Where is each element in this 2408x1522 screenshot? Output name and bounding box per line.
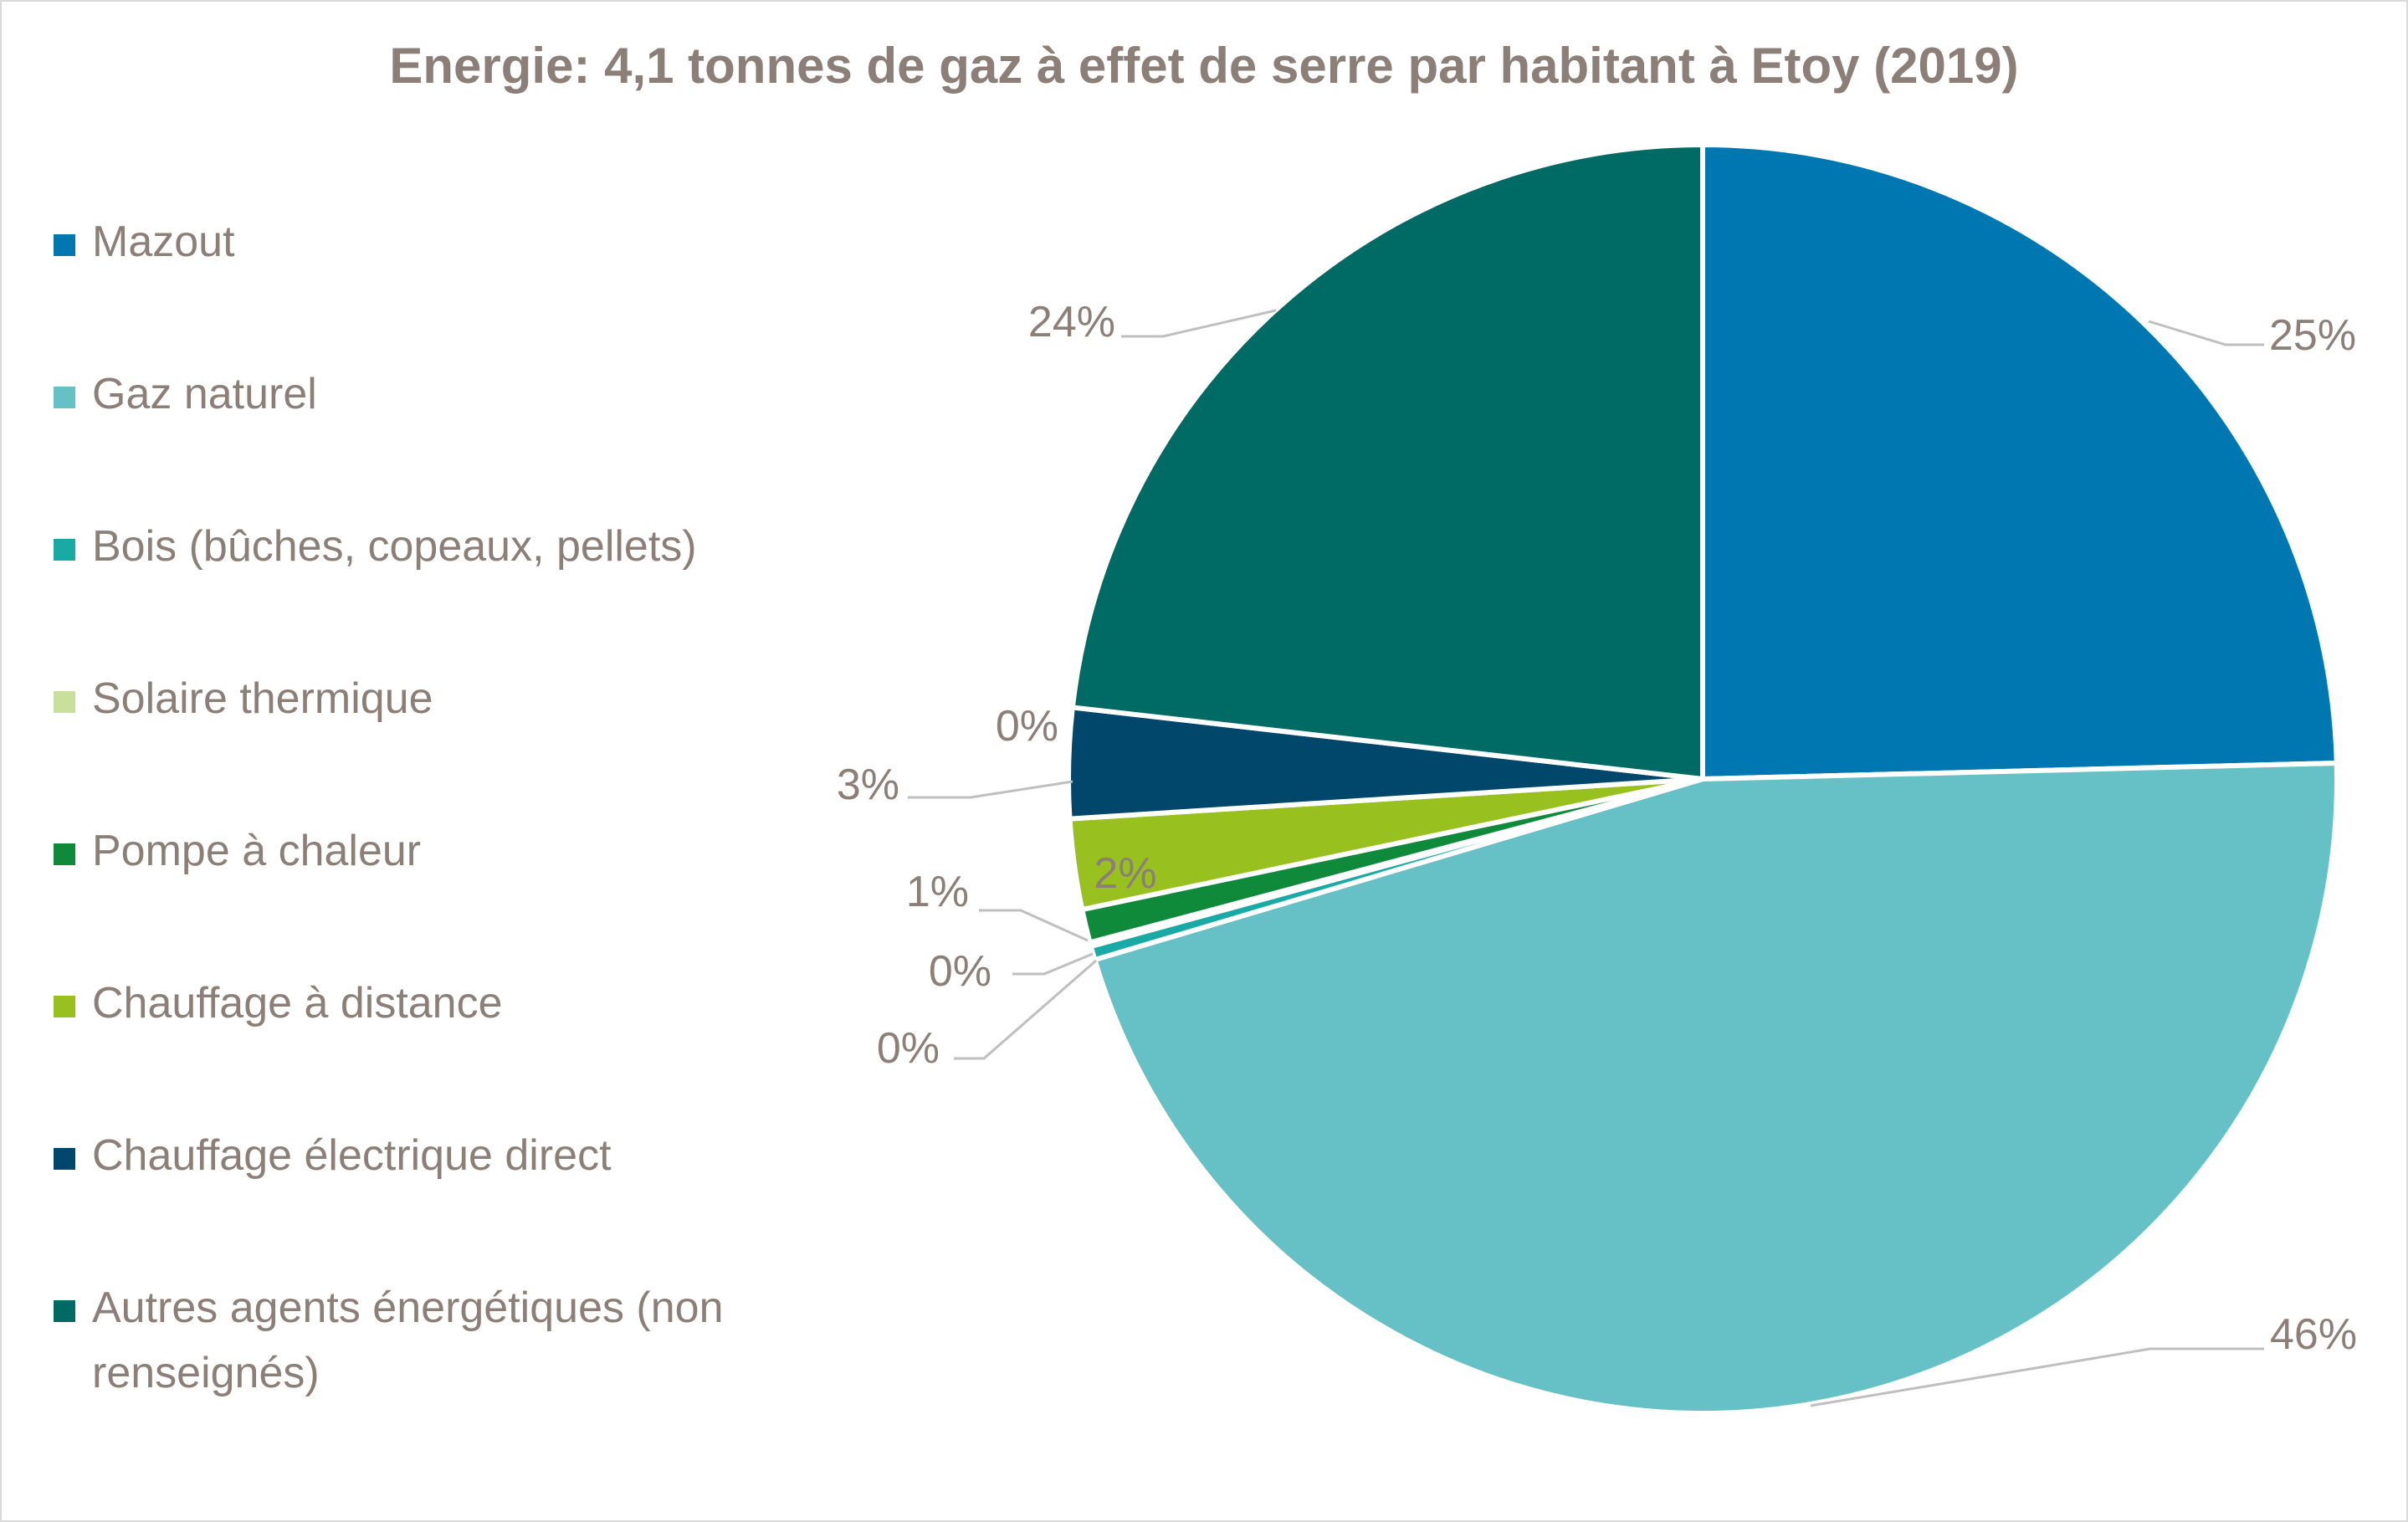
- chart-title: Energie: 4,1 tonnes de gaz à effet de se…: [389, 38, 2019, 94]
- legend-swatch: [54, 843, 75, 865]
- legend-swatch: [54, 691, 75, 713]
- data-label-8: 24%: [1028, 298, 1115, 346]
- legend-swatch: [54, 387, 75, 408]
- data-label-extra: 0%: [996, 702, 1058, 751]
- legend-label: Bois (bûches, copeaux, pellets): [92, 522, 697, 571]
- legend-label: Solaire thermique: [92, 674, 433, 723]
- legend-swatch: [54, 1300, 75, 1322]
- leader-line-5: [979, 909, 1089, 942]
- pie-slice-1: [1700, 142, 2339, 781]
- leader-line-4: [1012, 952, 1094, 976]
- legend-swatch: [54, 539, 75, 561]
- legend-label: Chauffage à distance: [92, 979, 503, 1027]
- legend-label: Chauffage électrique direct: [92, 1131, 612, 1180]
- pie-slice-8: [1069, 142, 1705, 781]
- legend-swatch: [54, 1148, 75, 1170]
- legend-swatch: [54, 234, 75, 256]
- legend-label: Pompe à chaleur: [92, 827, 422, 875]
- leader-line-2: [1810, 1347, 2264, 1407]
- pie-slice-2: [1092, 760, 2339, 1416]
- legend-label: Gaz naturel: [92, 370, 317, 418]
- leader-line-7: [908, 780, 1073, 799]
- leader-line-1: [2148, 320, 2264, 346]
- data-label-7: 3%: [837, 761, 899, 809]
- legend-swatch: [54, 996, 75, 1017]
- data-label-3: 0%: [877, 1024, 940, 1073]
- data-label-6: 2%: [1094, 849, 1156, 898]
- legend-label: Autres agents énergétiques (non renseign…: [92, 1284, 724, 1397]
- legend-label: Mazout: [92, 218, 235, 266]
- data-label-4: 0%: [929, 947, 991, 996]
- leader-line-3: [954, 959, 1097, 1060]
- data-label-1: 25%: [2269, 311, 2356, 360]
- data-label-2: 46%: [2270, 1310, 2357, 1359]
- data-label-5: 1%: [906, 868, 969, 916]
- leader-line-8: [1121, 309, 1277, 338]
